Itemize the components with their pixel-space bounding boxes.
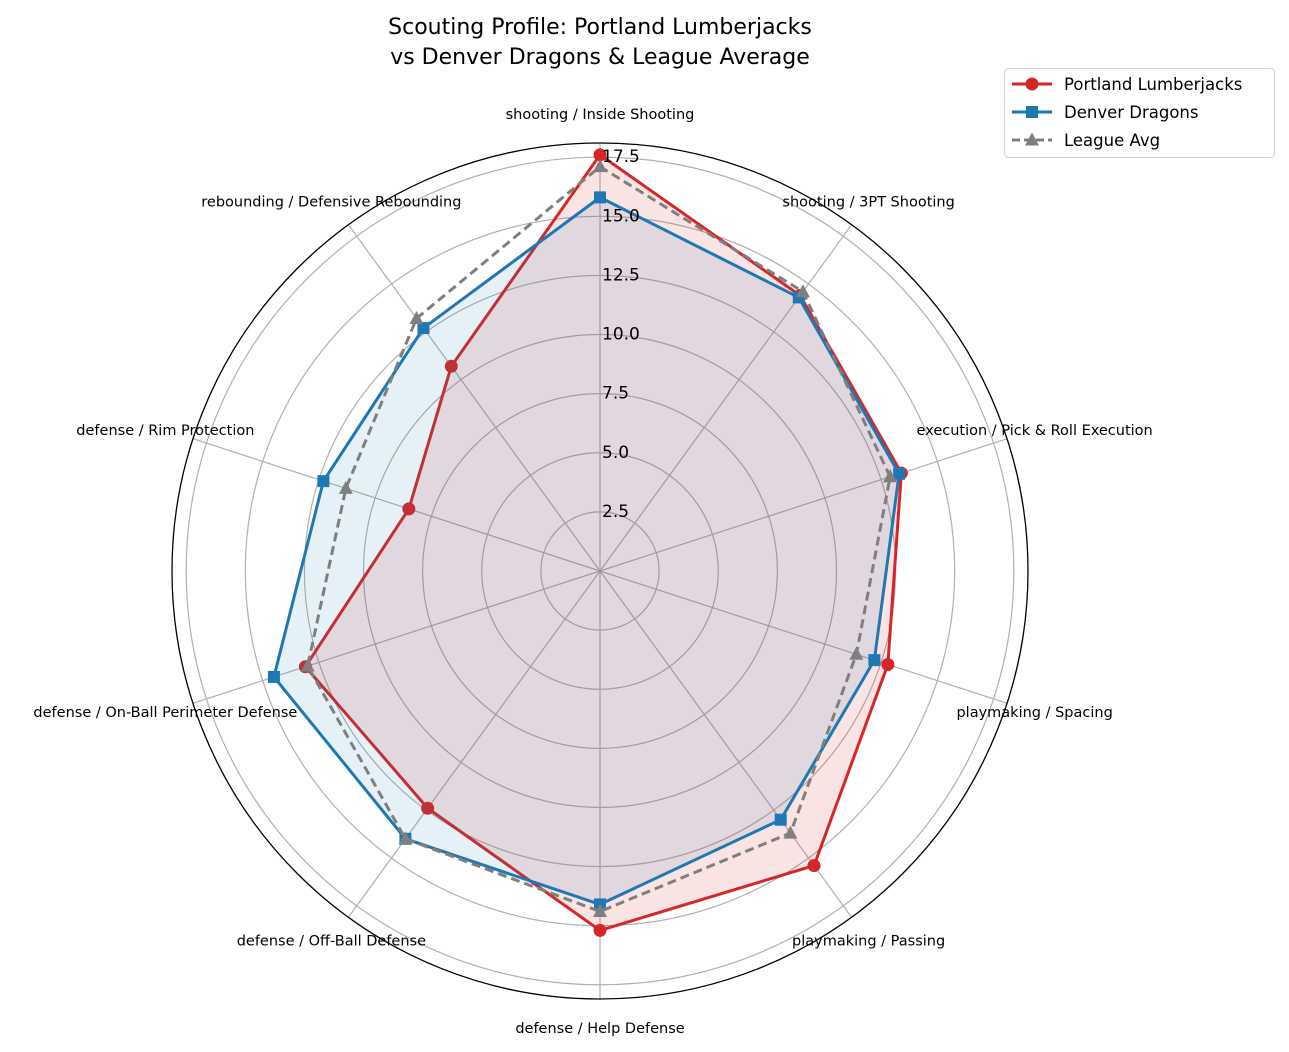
polar-frame [171,142,1029,1000]
grid-spoke [599,570,1008,704]
data-point [774,813,787,826]
legend: Portland Lumberjacks Denver Dragons League… [1004,68,1275,158]
data-point [881,658,895,672]
radial-tick-label: 10.0 [602,325,640,345]
series-layer [267,148,908,937]
grid-spoke [599,438,1008,572]
grid-spoke [599,224,853,572]
data-point [593,148,607,162]
axis-label: playmaking / Spacing [956,705,1112,721]
data-point [594,191,606,204]
data-point [893,467,906,480]
data-point [409,310,424,324]
radial-ticks: 2.5 5.0 7.5 10.0 12.5 15.0 17.5 [602,147,640,522]
data-point [593,923,607,937]
axis-label: defense / Off-Ball Defense [237,934,426,950]
radial-tick-label: 5.0 [602,443,629,463]
data-point [317,475,330,488]
data-point [300,658,315,672]
grid-spoke [192,570,601,704]
data-point [849,646,864,660]
grid [171,142,1029,1000]
grid-spoke [192,438,601,572]
grid-spoke [347,570,601,918]
data-point [883,469,898,483]
axis-label: execution / Pick & Roll Execution [917,423,1153,439]
legend-label: League Avg [1064,131,1160,150]
grid-spoke [347,224,601,572]
grid-spoke [599,570,853,918]
axis-labels: shooting / Inside Shooting shooting / 3PT… [33,107,1152,1037]
axis-label: rebounding / Defensive Rebounding [201,194,461,210]
legend-marker [1025,77,1039,91]
data-point [402,502,416,516]
series-fill [273,197,900,905]
data-point [783,825,798,839]
data-point [398,831,413,845]
radial-tick-label: 2.5 [602,502,629,522]
axis-label: playmaking / Passing [792,934,945,950]
radial-tick-label: 15.0 [602,206,640,226]
data-point [417,322,430,335]
axis-label: defense / Help Defense [515,1021,684,1037]
radial-tick-label: 17.5 [602,147,640,167]
series-fill [305,154,902,931]
legend-marker [1025,132,1039,146]
data-point [868,654,881,667]
chart-title-line1: Scouting Profile: Portland Lumberjacks [388,15,812,40]
data-point [593,159,607,173]
data-point [338,480,353,494]
axis-label: defense / Rim Protection [76,423,254,439]
series-line [306,165,892,914]
radial-tick-label: 7.5 [602,384,629,404]
data-point [807,859,821,873]
axis-label: defense / On-Ball Perimeter Defense [33,705,297,721]
chart-title-line2: vs Denver Dragons & League Average [390,45,810,70]
data-point [444,359,458,373]
data-point [421,801,435,815]
data-point [267,670,280,683]
data-point [795,284,810,298]
axis-label: shooting / 3PT Shooting [782,194,954,210]
legend-box [1004,68,1275,158]
data-point [593,904,607,918]
legend-marker [1026,106,1038,118]
legend-label: Portland Lumberjacks [1064,75,1242,94]
axis-label: shooting / Inside Shooting [506,107,695,123]
radial-tick-label: 12.5 [602,265,640,285]
legend-label: Denver Dragons [1064,103,1198,122]
